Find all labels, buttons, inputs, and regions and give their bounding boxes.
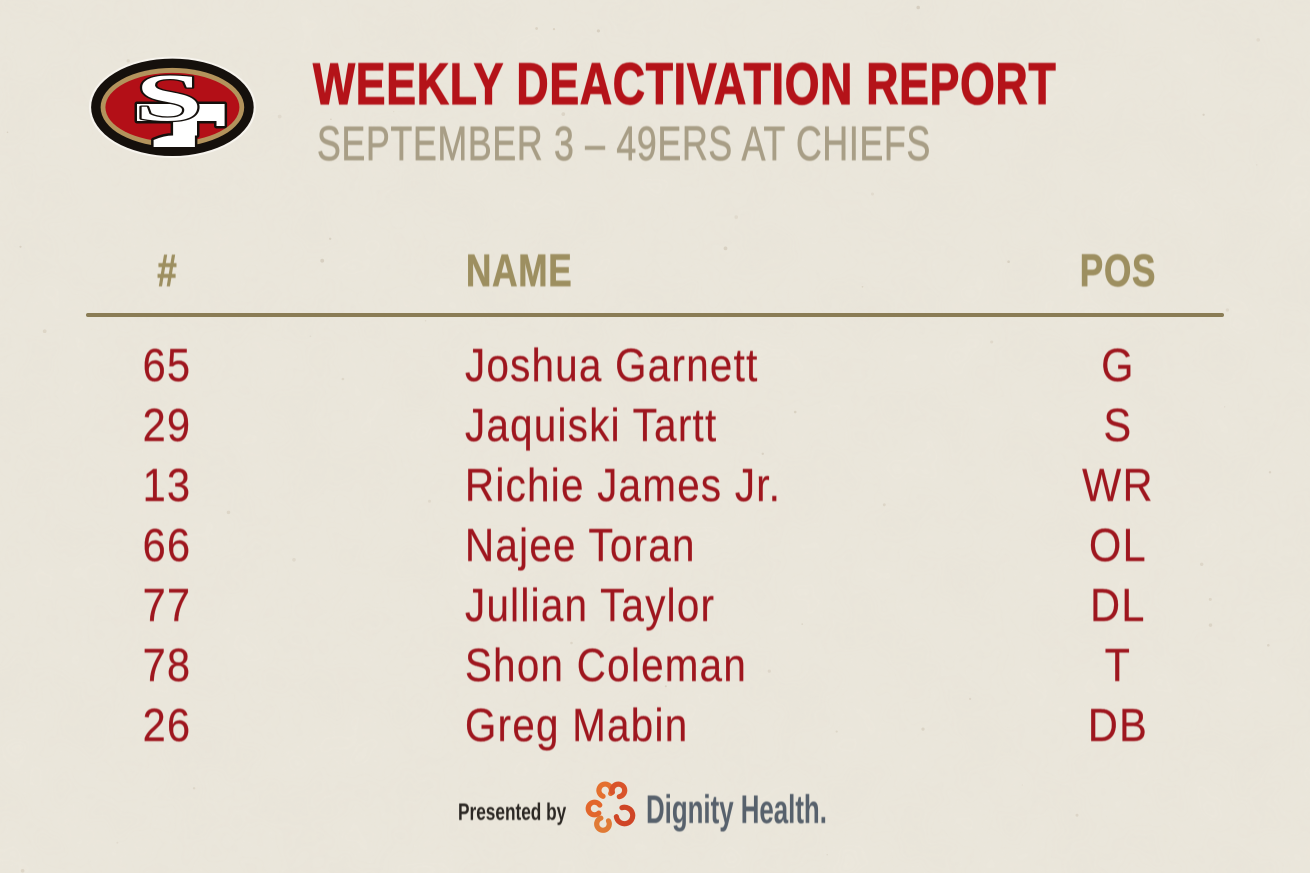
svg-text:S: S [135, 61, 202, 135]
